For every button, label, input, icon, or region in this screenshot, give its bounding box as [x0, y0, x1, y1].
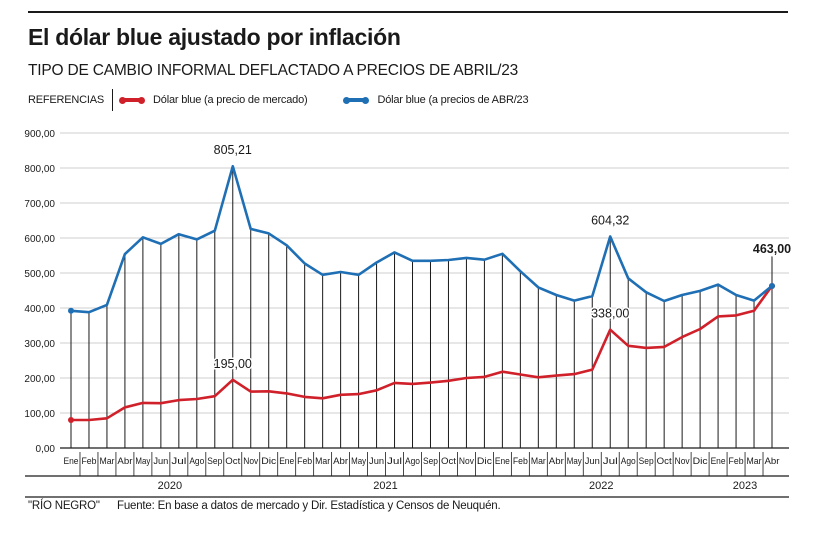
x-tick-label: Dic: [693, 456, 709, 466]
y-tick-label: 100,00: [24, 409, 55, 420]
x-tick-label: Abr: [333, 456, 348, 466]
x-tick-label: Ene: [279, 456, 294, 466]
year-label: 2020: [158, 480, 182, 492]
x-tick-label: Oct: [441, 456, 457, 466]
x-tick-label: Mar: [315, 456, 330, 466]
year-label: 2021: [373, 480, 397, 492]
x-tick-label: Abr: [549, 456, 564, 466]
x-tick-label: Nov: [459, 456, 474, 466]
series-line-adjusted: [69, 164, 774, 314]
x-tick-label: May: [351, 456, 366, 466]
data-label: 195,00: [214, 357, 252, 371]
year-label: 2022: [589, 480, 613, 492]
x-tick-label: Dic: [477, 456, 493, 466]
x-tick-label: Ago: [189, 456, 204, 466]
footer-source: Fuente: En base a datos de mercado y Dir…: [117, 500, 501, 512]
y-tick-label: 700,00: [24, 199, 55, 210]
x-tick-label: Jul: [171, 456, 186, 466]
data-label: 338,00: [591, 307, 629, 321]
y-tick-label: 600,00: [24, 234, 55, 245]
x-tick-label: Mar: [99, 456, 114, 466]
x-tick-label: Jun: [153, 456, 168, 466]
x-tick-label: Ago: [621, 456, 636, 466]
x-tick-label: Oct: [657, 456, 673, 466]
x-tick-label: Abr: [117, 456, 132, 466]
y-tick-label: 900,00: [24, 129, 55, 140]
series-start-marker: [68, 307, 74, 314]
x-tick-label: Dic: [261, 456, 277, 466]
x-tick-label: Jun: [369, 456, 384, 466]
y-tick-label: 400,00: [24, 304, 55, 315]
y-tick-label: 500,00: [24, 269, 55, 280]
x-tick-label: Jul: [603, 456, 618, 466]
legend: REFERENCIAS Dólar blue (a precio de merc…: [28, 89, 566, 111]
y-tick-label: 300,00: [24, 339, 55, 350]
x-tick-label: Ene: [495, 456, 510, 466]
x-tick-label: Feb: [81, 456, 96, 466]
footer-credit: "RÍO NEGRO": [28, 500, 100, 512]
x-tick-label: Ene: [64, 456, 79, 466]
legend-item-label: Dólar blue (a precios de ABR/23: [377, 94, 529, 106]
series-end-marker: [769, 282, 775, 289]
x-tick-label: Mar: [531, 456, 546, 466]
data-label: 805,21: [214, 143, 252, 157]
x-tick-label: Ago: [405, 456, 420, 466]
legend-swatch-blue: [343, 96, 370, 104]
x-tick-label: May: [567, 456, 582, 466]
chart-subtitle: TIPO DE CAMBIO INFORMAL DEFLACTADO A PRE…: [28, 62, 519, 79]
series-start-marker: [68, 417, 74, 423]
x-tick-label: Sep: [207, 456, 222, 466]
legend-item-adjusted: Dólar blue (a precios de ABR/23: [343, 94, 529, 106]
data-label: 604,32: [591, 213, 629, 227]
x-tick-label: Sep: [639, 456, 654, 466]
x-tick-label: Jun: [585, 456, 600, 466]
legend-swatch-red: [119, 96, 146, 104]
series-line-market: [69, 284, 774, 422]
x-tick-label: Mar: [747, 456, 762, 466]
x-tick-label: Oct: [225, 456, 241, 466]
x-tick-label: Sep: [423, 456, 438, 466]
x-tick-label: Jul: [387, 456, 402, 466]
year-label: 2023: [733, 480, 757, 492]
x-tick-label: May: [135, 456, 150, 466]
chart-title: El dólar blue ajustado por inflación: [28, 24, 401, 50]
legend-item-label: Dólar blue (a precio de mercado): [153, 94, 308, 106]
legend-item-market: Dólar blue (a precio de mercado): [119, 94, 308, 106]
y-tick-label: 0,00: [36, 444, 56, 455]
x-tick-label: Nov: [675, 456, 690, 466]
y-tick-label: 200,00: [24, 374, 55, 385]
top-rule: [28, 11, 788, 13]
legend-label: REFERENCIAS: [28, 94, 105, 106]
x-tick-label: Feb: [513, 456, 528, 466]
x-tick-label: Nov: [243, 456, 258, 466]
x-tick-label: Feb: [297, 456, 312, 466]
data-label: 463,00: [753, 242, 791, 256]
legend-divider: [112, 89, 114, 111]
x-tick-label: Abr: [765, 456, 780, 466]
x-tick-label: Ene: [711, 456, 726, 466]
x-tick-label: Feb: [729, 456, 744, 466]
y-tick-label: 800,00: [24, 164, 55, 175]
